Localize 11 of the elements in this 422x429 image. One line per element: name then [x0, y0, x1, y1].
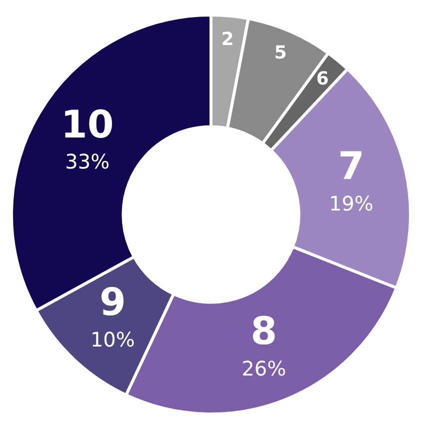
- slice-label: 5: [274, 42, 287, 64]
- slice-label: 9: [99, 280, 126, 324]
- data-label: 33%: [65, 150, 110, 174]
- slice-label: 8: [250, 308, 278, 353]
- slice-label: 6: [316, 68, 329, 90]
- data-label: 26%: [242, 356, 286, 380]
- slice-label: 2: [221, 29, 234, 50]
- slice-label: 10: [60, 102, 114, 146]
- data-label: 10%: [90, 327, 135, 352]
- slice-label: 7: [338, 144, 364, 188]
- data-label: 19%: [328, 191, 374, 216]
